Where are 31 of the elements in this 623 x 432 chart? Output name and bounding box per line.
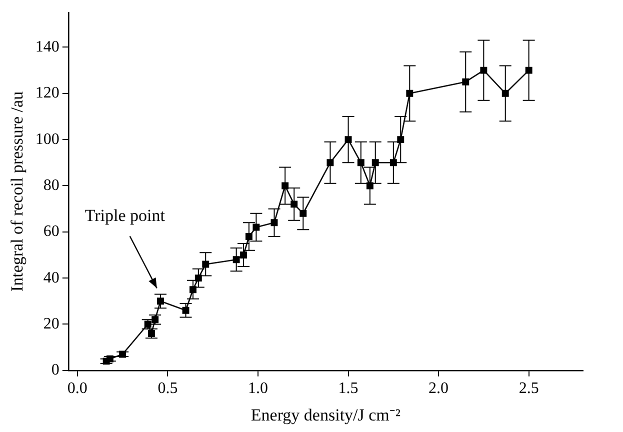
y-tick-label: 40	[43, 269, 60, 286]
point	[232, 256, 240, 264]
point	[462, 78, 470, 86]
y-tick-label: 100	[35, 130, 60, 148]
y-tick-label: 80	[43, 176, 60, 194]
x-tick-label: 0.5	[158, 380, 178, 398]
x-tick-label: 2.0	[428, 380, 449, 398]
point	[480, 66, 488, 74]
point	[372, 159, 379, 166]
y-tick-label: 120	[35, 84, 60, 102]
point	[525, 66, 532, 74]
x-tick-label: 2.5	[518, 380, 539, 398]
y-tick-label: 60	[43, 223, 60, 240]
point	[245, 233, 252, 240]
y-axis-title: Integral of recoil pressure /au	[8, 90, 27, 292]
point	[300, 210, 307, 217]
point	[406, 90, 414, 97]
point	[326, 159, 334, 166]
point	[202, 260, 210, 268]
x-tick-label: 0.0	[67, 380, 88, 398]
x-tick-label: 1.0	[248, 380, 268, 398]
y-tick-label: 0	[51, 362, 60, 379]
x-axis-title: Energy density/J cm⁻²	[250, 405, 401, 424]
annotation: Triple point	[84, 206, 165, 226]
point	[252, 224, 260, 231]
point	[357, 159, 364, 166]
x-tick-label: 1.5	[338, 380, 358, 398]
y-tick-label: 140	[35, 38, 60, 56]
point	[502, 90, 509, 97]
point	[240, 252, 248, 258]
y-tick-label: 20	[43, 315, 60, 332]
